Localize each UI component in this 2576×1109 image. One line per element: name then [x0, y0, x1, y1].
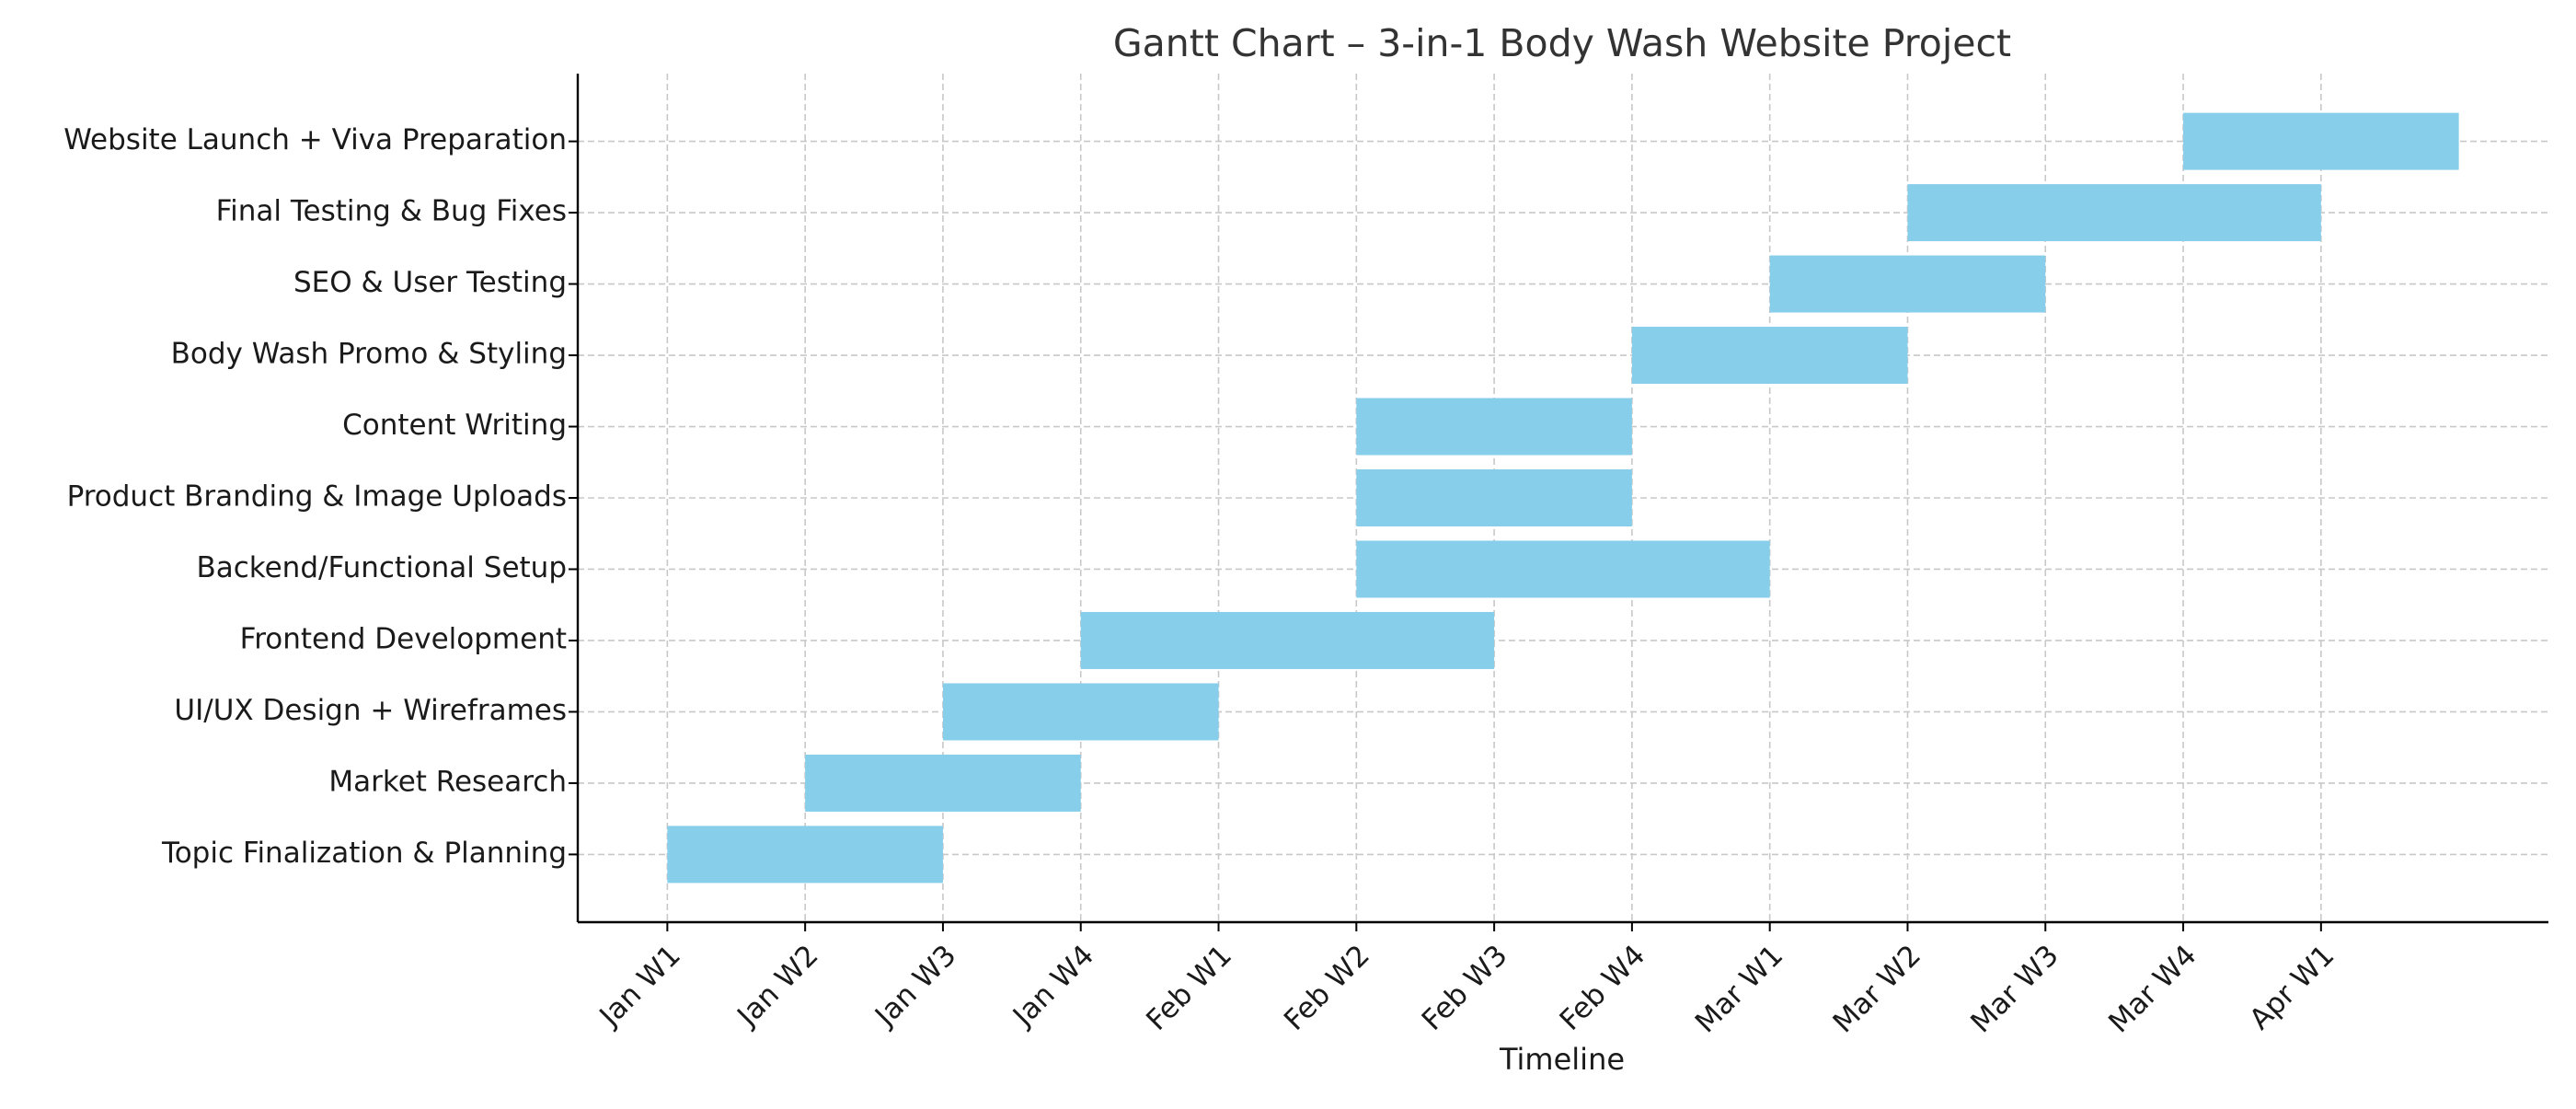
x-tick-label: Jan W2: [730, 939, 824, 1034]
bar-product-branding-image-uploads: [1356, 469, 1632, 526]
x-tick-label: Mar W2: [1827, 939, 1927, 1039]
task-label-final-testing-bug-fixes: Final Testing & Bug Fixes: [216, 195, 567, 228]
x-tick-label: Feb W4: [1554, 939, 1652, 1037]
bar-frontend-development: [1080, 611, 1495, 669]
x-tick-label: Feb W3: [1416, 939, 1514, 1037]
task-label-topic-finalization-planning: Topic Finalization & Planning: [161, 837, 567, 870]
chart-title: Gantt Chart – 3-in-1 Body Wash Website P…: [1113, 21, 2011, 65]
task-label-website-launch-viva-preparation: Website Launch + Viva Preparation: [63, 123, 567, 156]
task-label-backend-functional-setup: Backend/Functional Setup: [196, 551, 567, 584]
bar-backend-functional-setup: [1356, 540, 1770, 598]
bar-topic-finalization-planning: [667, 826, 943, 884]
task-label-product-branding-image-uploads: Product Branding & Image Uploads: [67, 480, 567, 514]
x-tick-label: Jan W3: [868, 939, 962, 1034]
x-tick-label: Jan W1: [592, 939, 687, 1034]
bar-market-research: [805, 754, 1081, 812]
x-tick-label: Mar W4: [2102, 939, 2202, 1039]
x-tick-label: Mar W1: [1689, 939, 1789, 1039]
x-tick-label: Mar W3: [1964, 939, 2064, 1039]
bar-seo-user-testing: [1769, 255, 2046, 313]
x-axis-label: Timeline: [1499, 1042, 1625, 1077]
task-label-seo-user-testing: SEO & User Testing: [293, 266, 567, 299]
bars: [667, 112, 2459, 884]
y-tick-labels: Topic Finalization & Planning Market Rese…: [63, 123, 578, 870]
bar-website-launch-viva-preparation: [2183, 112, 2459, 170]
bar-body-wash-promo-styling: [1631, 327, 1908, 385]
task-label-ui-ux-design-wireframes: UI/UX Design + Wireframes: [174, 694, 567, 727]
x-tick-label: Feb W1: [1140, 939, 1238, 1037]
x-tick-label: Jan W4: [1006, 939, 1100, 1034]
bar-ui-ux-design-wireframes: [942, 683, 1219, 741]
bar-content-writing: [1356, 398, 1632, 456]
task-label-market-research: Market Research: [328, 765, 567, 798]
bar-final-testing-bug-fixes: [1907, 184, 2321, 242]
task-label-content-writing: Content Writing: [342, 409, 567, 442]
x-tick-label: Feb W2: [1278, 939, 1376, 1037]
task-label-body-wash-promo-styling: Body Wash Promo & Styling: [171, 338, 567, 371]
task-label-frontend-development: Frontend Development: [240, 622, 567, 655]
x-tick-labels: Jan W1 Jan W2 Jan W3 Jan W4 Feb W1 Feb W2 Feb …: [592, 922, 2340, 1039]
x-tick-label: Apr W1: [2243, 939, 2340, 1036]
